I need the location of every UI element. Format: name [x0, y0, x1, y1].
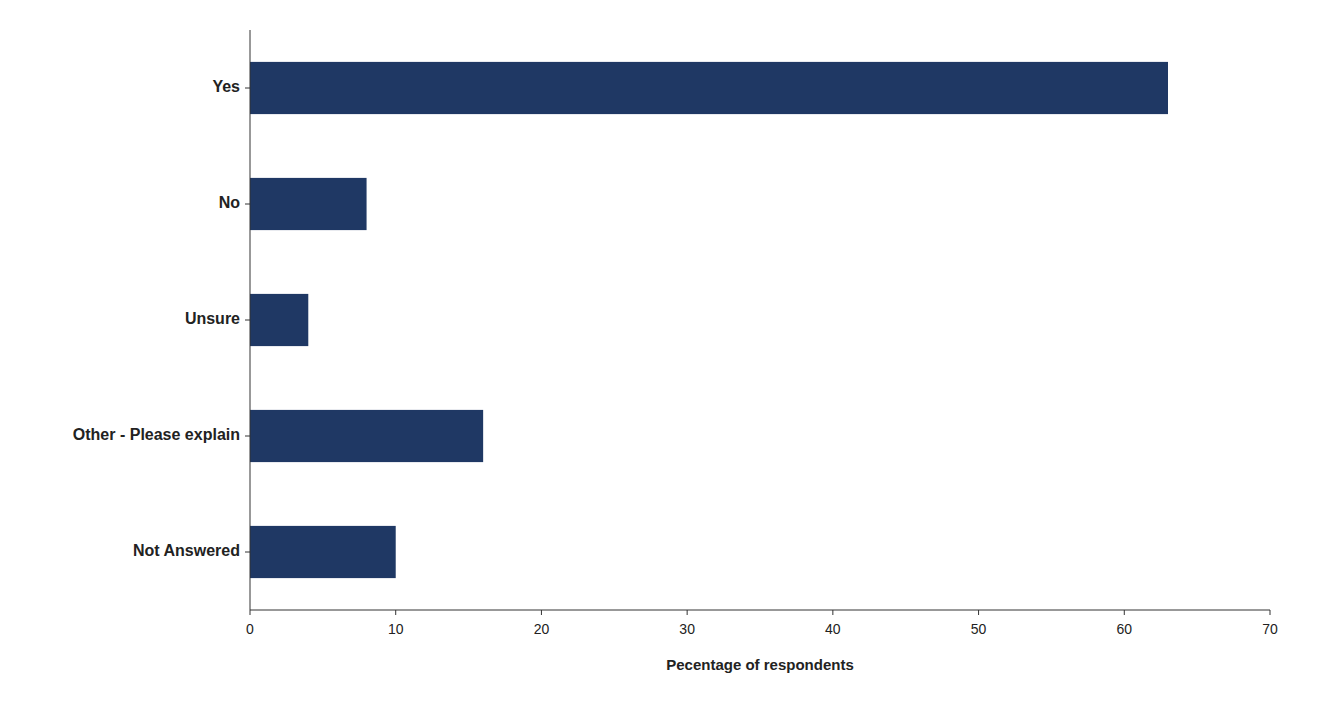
- y-tick: [245, 204, 250, 205]
- x-tick: [832, 610, 833, 615]
- y-tick: [245, 552, 250, 553]
- bar: [250, 294, 308, 346]
- x-tick: [250, 610, 251, 615]
- y-tick: [245, 320, 250, 321]
- y-tick: [245, 88, 250, 89]
- x-tick: [541, 610, 542, 615]
- x-tick: [687, 610, 688, 615]
- x-tick-label: 50: [971, 621, 987, 637]
- bar: [250, 178, 367, 230]
- x-axis-label: Pecentage of respondents: [666, 656, 854, 673]
- x-tick-label: 20: [534, 621, 550, 637]
- x-tick: [395, 610, 396, 615]
- category-label: Other - Please explain: [73, 426, 240, 443]
- bar: [250, 62, 1168, 114]
- chart-svg: 0 10 20 30 40 50 60 70 Not Answered Other - Pleas…: [0, 0, 1318, 708]
- x-tick: [978, 610, 979, 615]
- axes: 0 10 20 30 40 50 60 70 Not Answered Other - Pleas…: [73, 30, 1278, 637]
- x-axis-line: [250, 610, 1270, 611]
- bar: [250, 410, 483, 462]
- y-tick: [245, 436, 250, 437]
- x-tick-label: 70: [1262, 621, 1278, 637]
- category-label: Not Answered: [133, 542, 240, 559]
- chart-container: 0 10 20 30 40 50 60 70 Not Answered Other - Pleas…: [0, 0, 1318, 708]
- category-label: No: [219, 194, 241, 211]
- x-tick: [1124, 610, 1125, 615]
- category-label: Yes: [212, 78, 240, 95]
- bar: [250, 526, 396, 578]
- x-tick: [1270, 610, 1271, 615]
- x-tick-label: 40: [825, 621, 841, 637]
- x-tick-label: 10: [388, 621, 404, 637]
- x-tick-label: 30: [679, 621, 695, 637]
- category-label: Unsure: [185, 310, 240, 327]
- bars: [250, 62, 1168, 578]
- x-tick-label: 60: [1116, 621, 1132, 637]
- x-tick-label: 0: [246, 621, 254, 637]
